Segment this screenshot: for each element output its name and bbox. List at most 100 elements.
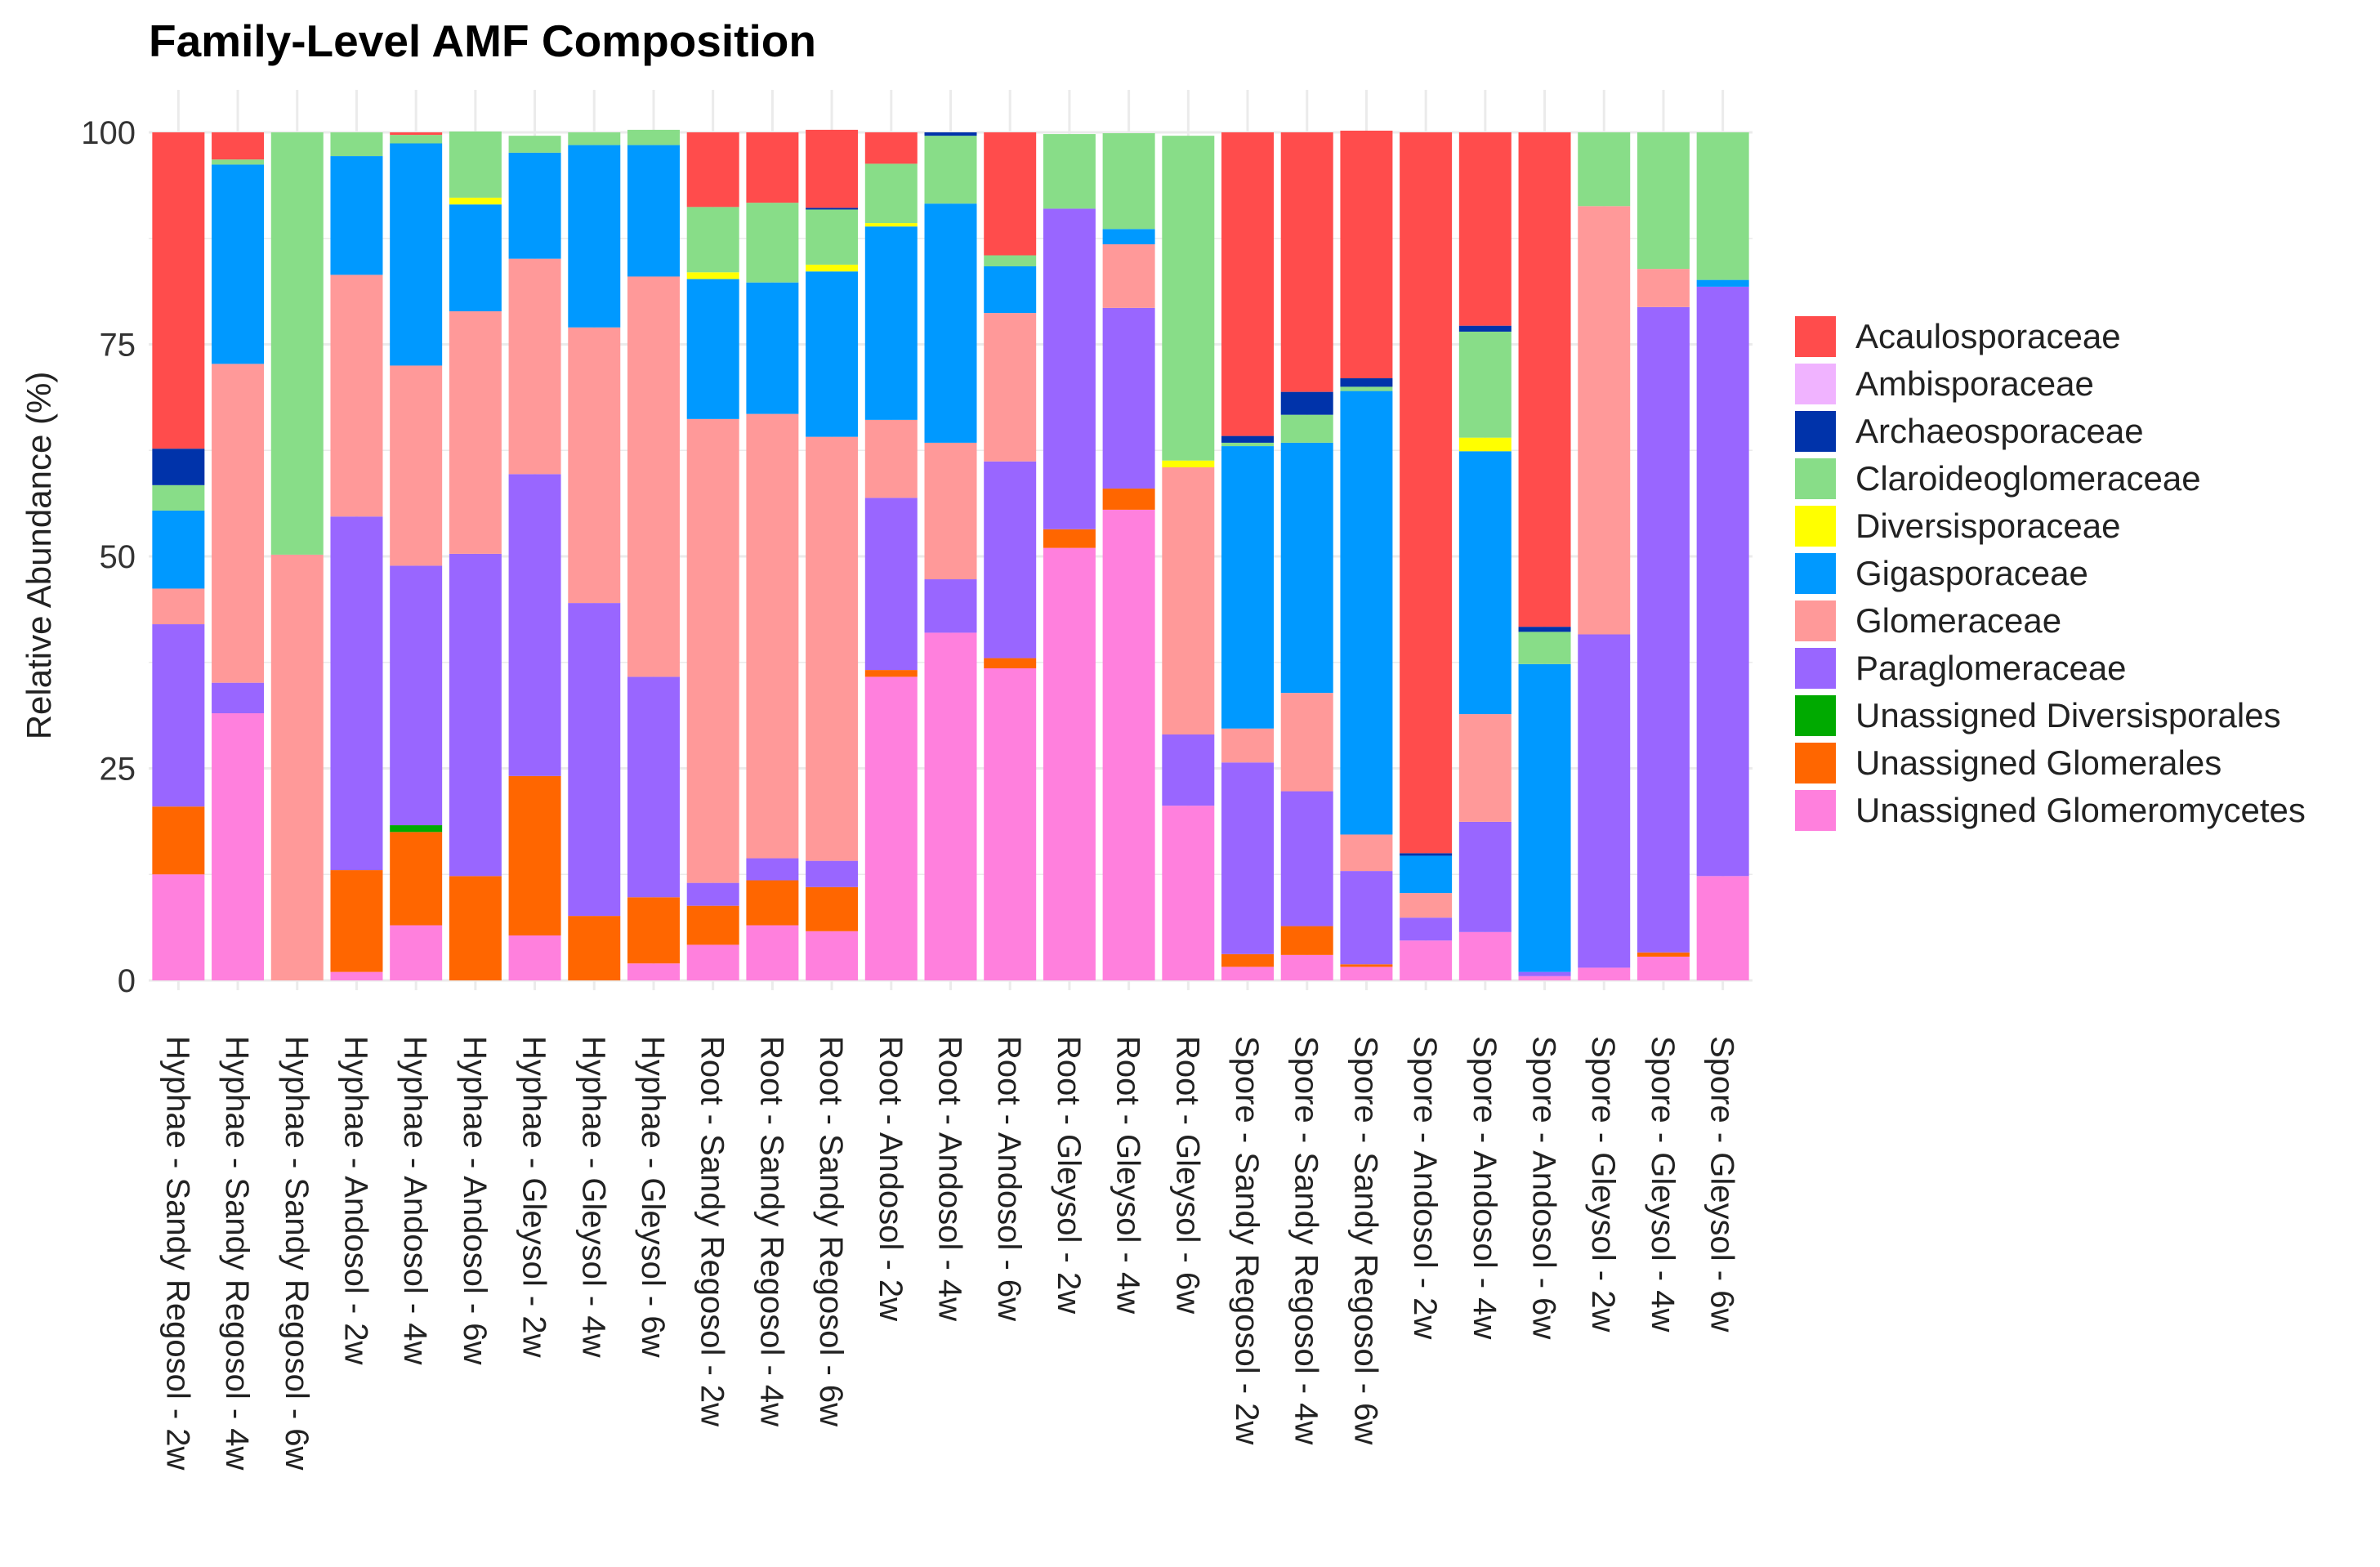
x-tick-label: Spore - Sandy Regosol - 2w xyxy=(1229,1036,1265,1444)
x-tick-label: Hyphae - Andosol - 2w xyxy=(337,1036,373,1365)
legend-label: Unassigned Glomerales xyxy=(1855,743,2222,782)
bar-segment xyxy=(508,136,561,153)
bar-segment xyxy=(1340,386,1393,391)
bar-segment xyxy=(1102,509,1155,980)
x-tick-label: Root - Andosol - 2w xyxy=(873,1036,909,1321)
bars xyxy=(152,129,1749,980)
bar-segment xyxy=(508,152,561,259)
bar-segment xyxy=(390,135,443,144)
bar-segment xyxy=(1458,331,1512,438)
bar-segment xyxy=(806,208,859,210)
bar-segment xyxy=(686,944,739,980)
bar-segment xyxy=(449,876,502,980)
bar-segment xyxy=(627,129,680,145)
bar-segment xyxy=(212,132,265,160)
bar-segment xyxy=(152,132,205,449)
bar-segment xyxy=(1340,834,1393,872)
bar-segment xyxy=(1400,917,1453,941)
y-axis: 0 25 50 75 100 xyxy=(81,115,136,999)
bar-segment xyxy=(1518,663,1571,972)
bar-segment xyxy=(864,223,918,227)
chart-title: Family-Level AMF Composition xyxy=(149,16,816,66)
bar-segment xyxy=(864,132,918,164)
bar-segment xyxy=(1102,244,1155,308)
bar-segment xyxy=(806,264,859,272)
legend-label: Unassigned Glomeromycetes xyxy=(1855,791,2306,829)
bar-segment xyxy=(1280,391,1333,415)
bar-segment xyxy=(1340,378,1393,387)
x-tick-label: Root - Sandy Regosol - 6w xyxy=(813,1036,849,1426)
x-tick-label: Hyphae - Gleysol - 2w xyxy=(516,1036,552,1358)
legend-key xyxy=(1795,411,1836,452)
bar-segment xyxy=(864,670,918,677)
bar-segment xyxy=(1162,136,1215,461)
bar-segment xyxy=(1400,853,1453,856)
y-axis-label: Relative Abundance (%) xyxy=(20,372,58,740)
y-tick-label: 75 xyxy=(100,328,136,364)
bar-segment xyxy=(1637,132,1690,270)
bar-segment xyxy=(864,676,918,980)
bar-segment xyxy=(1340,391,1393,835)
bar-segment xyxy=(1578,132,1631,207)
x-tick-label: Hyphae - Andosol - 6w xyxy=(457,1036,493,1365)
bar-segment xyxy=(864,226,918,420)
bar-segment xyxy=(1578,967,1631,980)
bar-segment xyxy=(1162,806,1215,980)
bar-segment xyxy=(984,266,1037,314)
bar-segment xyxy=(984,658,1037,669)
bar-segment xyxy=(1518,975,1571,980)
bar-segment xyxy=(1280,414,1333,443)
bar-segment xyxy=(1518,632,1571,664)
bar-segment xyxy=(390,143,443,366)
x-tick-label: Hyphae - Andosol - 4w xyxy=(397,1036,433,1365)
bar-segment xyxy=(1518,971,1571,976)
bar-segment xyxy=(806,886,859,931)
bar-segment xyxy=(1340,964,1393,967)
x-tick-label: Root - Andosol - 6w xyxy=(991,1036,1027,1321)
bar-segment xyxy=(568,916,621,980)
legend-label: Claroideoglomeraceae xyxy=(1855,459,2201,498)
y-tick-label: 50 xyxy=(100,539,136,575)
x-tick-label: Root - Gleysol - 6w xyxy=(1169,1036,1205,1314)
bar-segment xyxy=(806,129,859,208)
legend-key xyxy=(1795,364,1836,404)
bar-segment xyxy=(390,925,443,980)
legend-item: Unassigned Glomeromycetes xyxy=(1795,787,2306,834)
bar-segment xyxy=(1221,446,1275,729)
bar-segment xyxy=(924,132,977,136)
bar-segment xyxy=(330,156,383,275)
bar-segment xyxy=(1221,762,1275,954)
bar-segment xyxy=(1400,132,1453,854)
bar-segment xyxy=(1221,953,1275,967)
bar-segment xyxy=(984,132,1037,256)
bar-segment xyxy=(864,498,918,671)
bar-segment xyxy=(330,971,383,980)
x-tick-label: Hyphae - Sandy Regosol - 2w xyxy=(159,1036,195,1471)
bar-segment xyxy=(1162,460,1215,468)
bar-segment xyxy=(1637,956,1690,980)
bar-segment xyxy=(1102,229,1155,245)
bar-segment xyxy=(390,132,443,136)
bar-segment xyxy=(686,418,739,883)
bar-segment xyxy=(1637,952,1690,957)
bar-segment xyxy=(152,874,205,980)
bar-segment xyxy=(1696,286,1749,877)
bar-segment xyxy=(1458,931,1512,980)
bar-segment xyxy=(746,413,799,859)
legend-label: Glomeraceae xyxy=(1855,601,2062,640)
bar-segment xyxy=(390,832,443,926)
bar-segment xyxy=(627,897,680,964)
bar-segment xyxy=(270,132,324,555)
x-tick-label: Hyphae - Sandy Regosol - 4w xyxy=(219,1036,255,1471)
bar-segment xyxy=(924,203,977,443)
bar-segment xyxy=(449,204,502,312)
x-tick-label: Spore - Andosol - 2w xyxy=(1407,1036,1443,1339)
bar-segment xyxy=(1102,133,1155,230)
bar-segment xyxy=(686,279,739,419)
legend-item: Archaeosporaceae xyxy=(1795,408,2306,455)
bar-segment xyxy=(449,311,502,554)
x-tick-label: Spore - Andosol - 6w xyxy=(1526,1036,1562,1339)
x-tick-label: Hyphae - Gleysol - 6w xyxy=(635,1036,671,1358)
bar-segment xyxy=(806,436,859,861)
